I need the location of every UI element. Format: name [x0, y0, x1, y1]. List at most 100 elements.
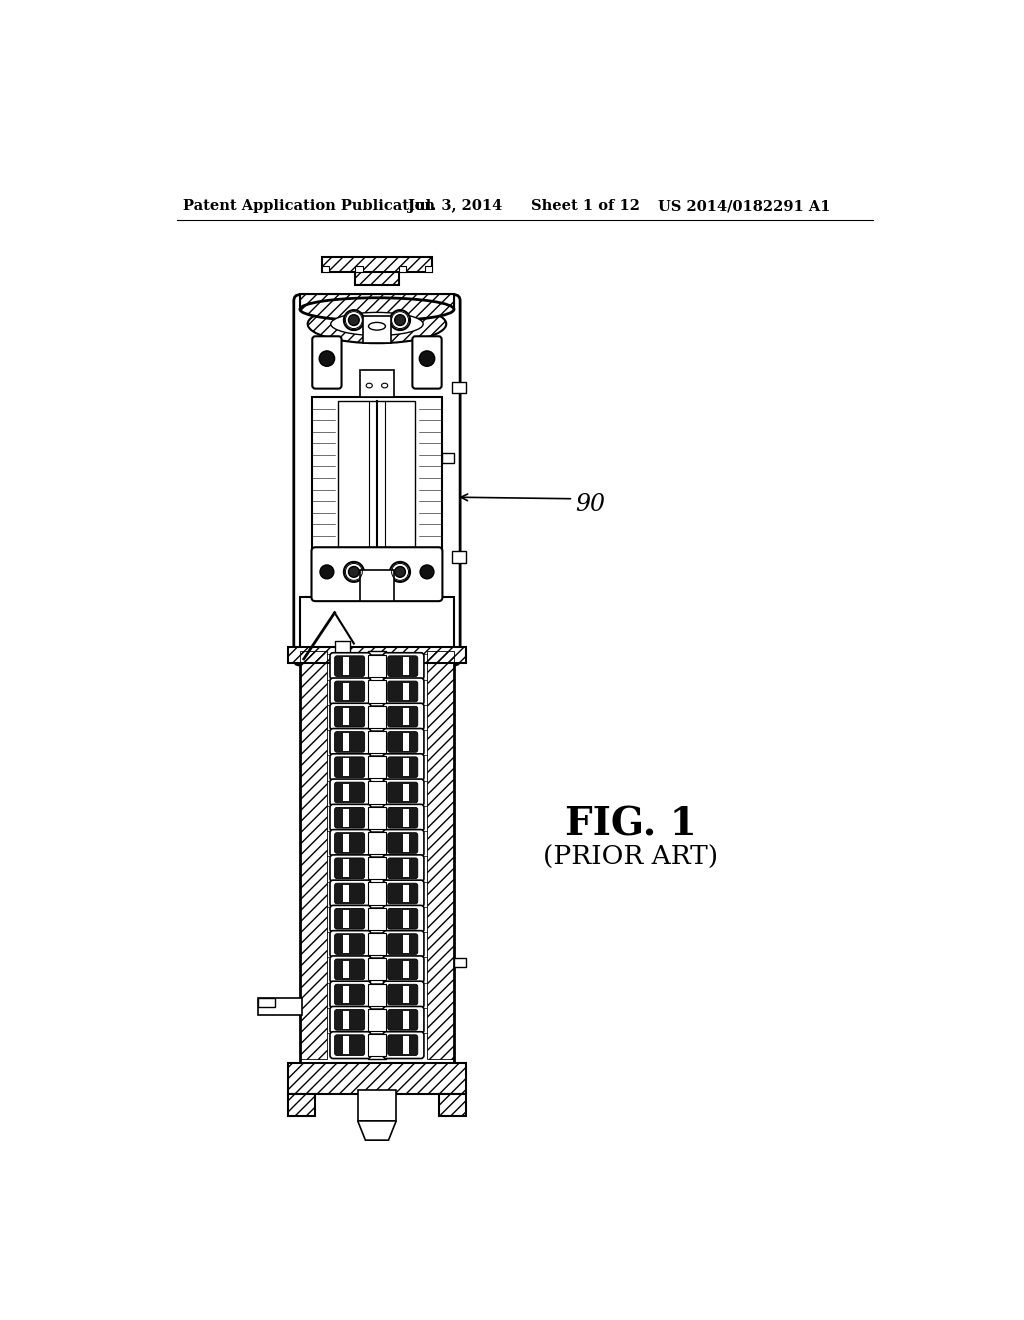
- Bar: [368, 651, 386, 1059]
- FancyBboxPatch shape: [388, 706, 418, 727]
- Bar: [343, 936, 349, 953]
- Bar: [289, 647, 466, 663]
- Bar: [438, 1094, 466, 1115]
- Bar: [343, 1036, 349, 1053]
- FancyBboxPatch shape: [383, 829, 424, 857]
- Bar: [364, 317, 391, 343]
- Polygon shape: [300, 1063, 454, 1094]
- Bar: [289, 1063, 466, 1094]
- Bar: [453, 381, 466, 393]
- FancyBboxPatch shape: [383, 880, 424, 907]
- Bar: [368, 807, 386, 829]
- FancyBboxPatch shape: [388, 783, 418, 803]
- FancyBboxPatch shape: [383, 779, 424, 807]
- Bar: [368, 781, 386, 804]
- Bar: [355, 263, 398, 285]
- Bar: [368, 958, 386, 981]
- Bar: [343, 657, 349, 675]
- Bar: [343, 834, 349, 851]
- FancyBboxPatch shape: [335, 808, 365, 828]
- FancyBboxPatch shape: [330, 956, 371, 982]
- FancyBboxPatch shape: [335, 908, 365, 929]
- Bar: [368, 857, 386, 879]
- Bar: [343, 784, 349, 801]
- FancyBboxPatch shape: [335, 933, 365, 954]
- Ellipse shape: [319, 351, 335, 367]
- Bar: [403, 809, 410, 826]
- Bar: [322, 257, 432, 272]
- Bar: [403, 708, 410, 726]
- Bar: [343, 759, 349, 776]
- Bar: [300, 294, 454, 309]
- FancyBboxPatch shape: [383, 653, 424, 680]
- Bar: [355, 263, 398, 285]
- Ellipse shape: [331, 313, 423, 335]
- FancyBboxPatch shape: [388, 908, 418, 929]
- Bar: [403, 1036, 410, 1053]
- FancyBboxPatch shape: [330, 729, 371, 755]
- FancyBboxPatch shape: [383, 906, 424, 932]
- Bar: [258, 998, 274, 1007]
- FancyBboxPatch shape: [383, 729, 424, 755]
- Bar: [339, 401, 416, 548]
- Bar: [343, 884, 349, 903]
- Bar: [343, 909, 349, 928]
- FancyBboxPatch shape: [335, 883, 365, 904]
- Bar: [343, 733, 349, 751]
- Bar: [403, 682, 410, 700]
- Bar: [368, 756, 386, 779]
- FancyBboxPatch shape: [330, 829, 371, 857]
- Bar: [343, 961, 349, 978]
- FancyBboxPatch shape: [330, 704, 371, 730]
- Ellipse shape: [307, 305, 446, 343]
- Bar: [368, 983, 386, 1006]
- FancyBboxPatch shape: [313, 549, 341, 599]
- Bar: [335, 642, 350, 655]
- Bar: [368, 908, 386, 929]
- FancyBboxPatch shape: [383, 956, 424, 982]
- FancyBboxPatch shape: [335, 656, 365, 676]
- Bar: [425, 267, 432, 272]
- Text: 90: 90: [575, 494, 605, 516]
- Ellipse shape: [420, 565, 434, 578]
- Bar: [442, 453, 454, 462]
- Bar: [289, 1094, 315, 1115]
- FancyBboxPatch shape: [388, 1010, 418, 1030]
- FancyBboxPatch shape: [383, 855, 424, 882]
- FancyBboxPatch shape: [330, 653, 371, 680]
- FancyBboxPatch shape: [335, 783, 365, 803]
- FancyBboxPatch shape: [330, 1006, 371, 1034]
- FancyBboxPatch shape: [388, 883, 418, 904]
- Bar: [289, 1094, 315, 1115]
- Bar: [300, 647, 454, 1063]
- Bar: [403, 657, 410, 675]
- Bar: [403, 986, 410, 1003]
- FancyBboxPatch shape: [388, 985, 418, 1005]
- FancyBboxPatch shape: [335, 1010, 365, 1030]
- Bar: [403, 859, 410, 876]
- FancyBboxPatch shape: [330, 754, 371, 780]
- Bar: [343, 708, 349, 726]
- Bar: [368, 1008, 386, 1031]
- Ellipse shape: [419, 351, 435, 367]
- Bar: [454, 958, 466, 966]
- Bar: [403, 936, 410, 953]
- Bar: [357, 1090, 396, 1121]
- Bar: [368, 1034, 386, 1056]
- Ellipse shape: [390, 310, 410, 330]
- Bar: [258, 998, 302, 1015]
- Bar: [438, 1094, 466, 1115]
- Bar: [398, 267, 407, 272]
- FancyBboxPatch shape: [388, 656, 418, 676]
- FancyBboxPatch shape: [335, 858, 365, 879]
- FancyBboxPatch shape: [335, 985, 365, 1005]
- Bar: [289, 1063, 466, 1094]
- FancyBboxPatch shape: [335, 681, 365, 702]
- FancyBboxPatch shape: [413, 337, 441, 388]
- Bar: [403, 961, 410, 978]
- Bar: [368, 883, 386, 904]
- Ellipse shape: [382, 383, 388, 388]
- FancyBboxPatch shape: [413, 549, 441, 599]
- Ellipse shape: [344, 310, 364, 330]
- Bar: [403, 784, 410, 801]
